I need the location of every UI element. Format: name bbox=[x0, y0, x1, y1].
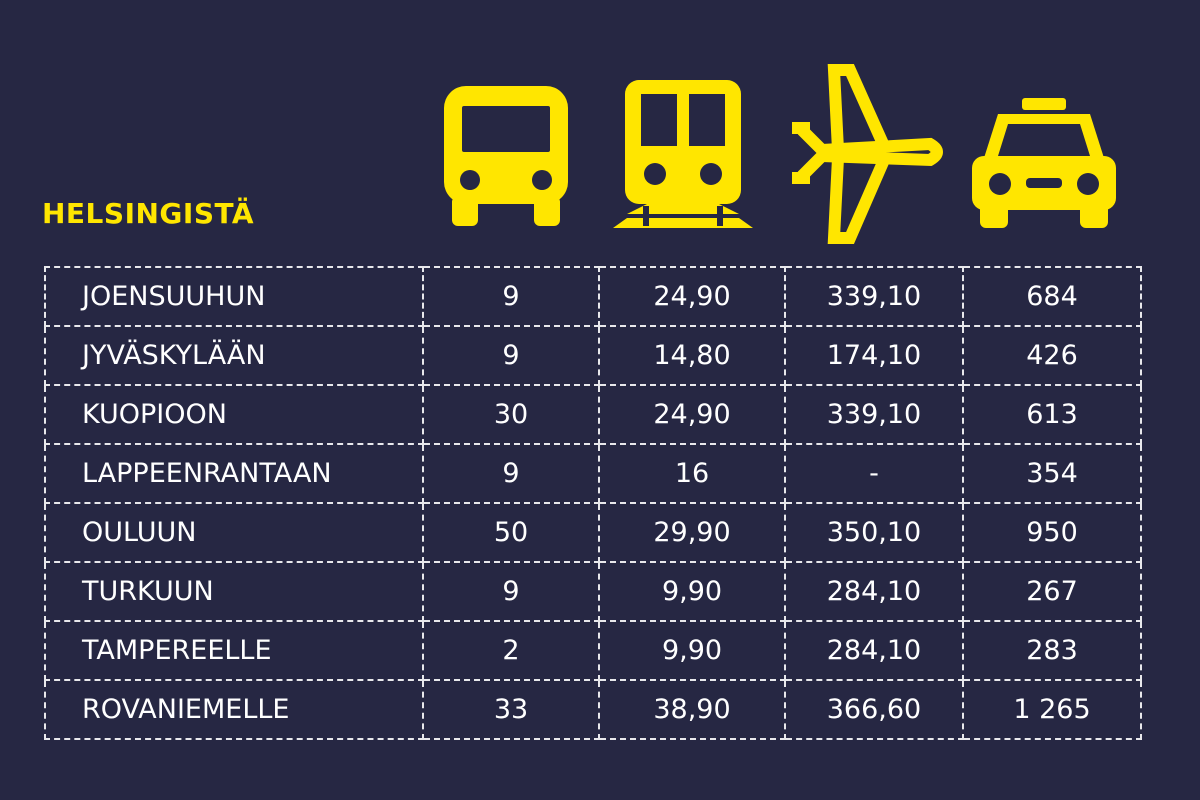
train-icon bbox=[613, 80, 753, 228]
table-row: JOENSUUHUN 9 24,90 339,10 684 bbox=[44, 266, 1142, 327]
train-price-cell: 9,90 bbox=[598, 561, 786, 622]
train-price-cell: 14,80 bbox=[598, 325, 786, 386]
table-row: KUOPIOON 30 24,90 339,10 613 bbox=[44, 384, 1142, 445]
city-cell: TURKUUN bbox=[44, 561, 424, 622]
taxi-icon bbox=[972, 98, 1116, 228]
airplane-icon bbox=[784, 64, 948, 244]
bus-price-cell: 2 bbox=[422, 620, 600, 681]
bus-price-cell: 50 bbox=[422, 502, 600, 563]
bus-price-cell: 33 bbox=[422, 679, 600, 740]
city-cell: OULUUN bbox=[44, 502, 424, 563]
plane-price-cell: 174,10 bbox=[784, 325, 964, 386]
plane-price-cell: 350,10 bbox=[784, 502, 964, 563]
bus-icon bbox=[444, 86, 568, 226]
table-row: ROVANIEMELLE 33 38,90 366,60 1 265 bbox=[44, 679, 1142, 740]
price-table: JOENSUUHUN 9 24,90 339,10 684 JYVÄSKYLÄÄ… bbox=[44, 266, 1142, 740]
plane-price-cell: 339,10 bbox=[784, 384, 964, 445]
table-row: OULUUN 50 29,90 350,10 950 bbox=[44, 502, 1142, 563]
train-price-cell: 38,90 bbox=[598, 679, 786, 740]
taxi-price-cell: 426 bbox=[962, 325, 1142, 386]
taxi-price-cell: 613 bbox=[962, 384, 1142, 445]
city-cell: JYVÄSKYLÄÄN bbox=[44, 325, 424, 386]
plane-price-cell: - bbox=[784, 443, 964, 504]
price-table-container: JOENSUUHUN 9 24,90 339,10 684 JYVÄSKYLÄÄ… bbox=[44, 266, 1142, 740]
taxi-price-cell: 267 bbox=[962, 561, 1142, 622]
page-title: HELSINGISTÄ bbox=[42, 197, 255, 230]
bus-price-cell: 9 bbox=[422, 266, 600, 327]
train-price-cell: 29,90 bbox=[598, 502, 786, 563]
bus-price-cell: 9 bbox=[422, 443, 600, 504]
plane-price-cell: 366,60 bbox=[784, 679, 964, 740]
train-price-cell: 24,90 bbox=[598, 266, 786, 327]
city-cell: KUOPIOON bbox=[44, 384, 424, 445]
bus-price-cell: 30 bbox=[422, 384, 600, 445]
taxi-price-cell: 354 bbox=[962, 443, 1142, 504]
plane-price-cell: 284,10 bbox=[784, 620, 964, 681]
table-row: TURKUUN 9 9,90 284,10 267 bbox=[44, 561, 1142, 622]
taxi-price-cell: 950 bbox=[962, 502, 1142, 563]
train-price-cell: 16 bbox=[598, 443, 786, 504]
plane-price-cell: 284,10 bbox=[784, 561, 964, 622]
city-cell: TAMPEREELLE bbox=[44, 620, 424, 681]
table-row: LAPPEENRANTAAN 9 16 - 354 bbox=[44, 443, 1142, 504]
plane-price-cell: 339,10 bbox=[784, 266, 964, 327]
train-price-cell: 9,90 bbox=[598, 620, 786, 681]
table-row: JYVÄSKYLÄÄN 9 14,80 174,10 426 bbox=[44, 325, 1142, 386]
train-price-cell: 24,90 bbox=[598, 384, 786, 445]
table-row: TAMPEREELLE 2 9,90 284,10 283 bbox=[44, 620, 1142, 681]
taxi-price-cell: 684 bbox=[962, 266, 1142, 327]
city-cell: LAPPEENRANTAAN bbox=[44, 443, 424, 504]
city-cell: ROVANIEMELLE bbox=[44, 679, 424, 740]
city-cell: JOENSUUHUN bbox=[44, 266, 424, 327]
taxi-price-cell: 283 bbox=[962, 620, 1142, 681]
bus-price-cell: 9 bbox=[422, 325, 600, 386]
taxi-price-cell: 1 265 bbox=[962, 679, 1142, 740]
bus-price-cell: 9 bbox=[422, 561, 600, 622]
